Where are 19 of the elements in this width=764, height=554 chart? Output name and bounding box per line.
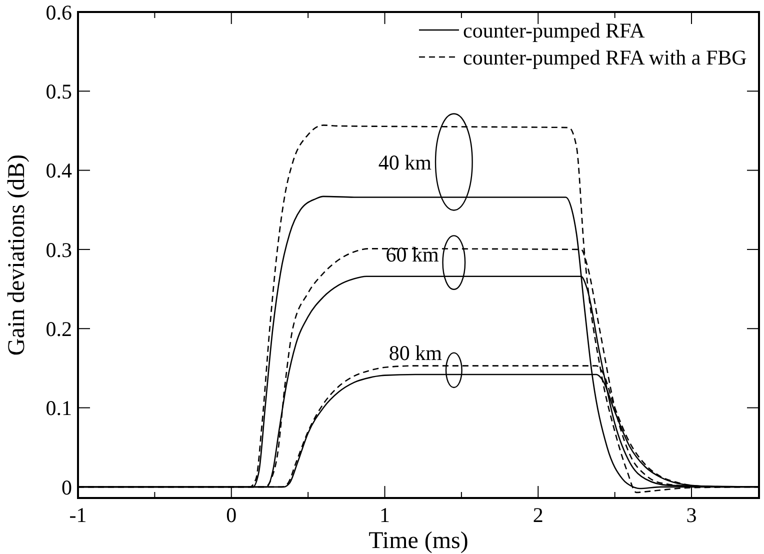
y-tick-label: 0: [62, 475, 72, 500]
y-tick-label: 0.6: [46, 0, 72, 24]
annotation: 40 km: [378, 150, 432, 174]
x-tick-label: -1: [69, 503, 87, 527]
x-axis-title: Time (ms): [368, 528, 468, 554]
y-tick-label: 0.1: [46, 396, 72, 420]
y-tick-label: 0.2: [46, 316, 72, 341]
annotation: 60 km: [386, 242, 439, 267]
y-tick-label: 0.4: [46, 158, 72, 183]
legend-label: counter-pumped RFA: [463, 18, 646, 42]
x-tick-label: 3: [686, 503, 697, 527]
y-axis-title: Gain deviations (dB): [4, 154, 30, 356]
legend-label: counter-pumped RFA with a FBG: [463, 45, 747, 70]
y-tick-label: 0.3: [46, 238, 72, 262]
annotation: 80 km: [388, 340, 442, 365]
y-tick-label: 0.5: [46, 80, 72, 104]
x-tick-label: 0: [226, 503, 237, 527]
x-tick-label: 2: [532, 503, 544, 527]
x-tick-label: 1: [380, 503, 390, 527]
